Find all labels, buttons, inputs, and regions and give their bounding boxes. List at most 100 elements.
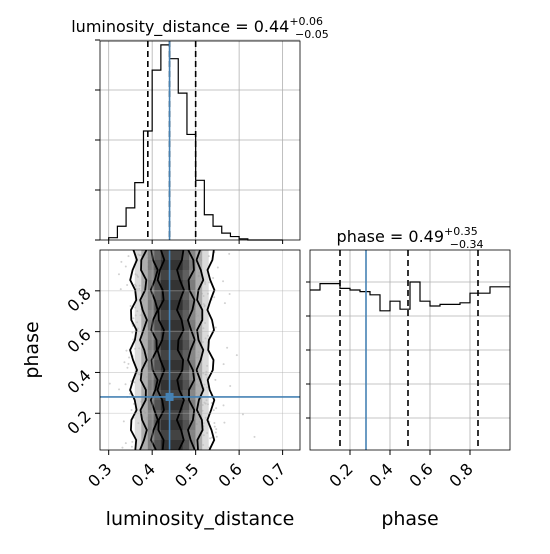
scatter-point	[228, 252, 231, 255]
title-errm-ld: −0.05	[295, 28, 329, 41]
scatter-point	[235, 354, 238, 357]
scatter-point	[130, 445, 133, 448]
scatter-point	[228, 293, 231, 296]
ld-frame	[99, 40, 301, 241]
scatter-point	[210, 436, 213, 439]
scatter-point	[229, 385, 232, 388]
density-row-9	[147, 430, 196, 440]
title-value-ld: 0.44	[254, 17, 290, 36]
scatter-point	[253, 435, 256, 438]
title-errp-phase: +0.35	[444, 225, 478, 238]
scatter-point	[130, 409, 133, 412]
scatter-point	[126, 366, 129, 369]
scatter-point	[118, 388, 121, 391]
title-value-phase: 0.49	[408, 227, 444, 246]
scatter-point	[131, 440, 134, 443]
scatter-point	[212, 276, 215, 279]
scatter-point	[124, 265, 127, 268]
density-row-5	[147, 350, 196, 360]
scatter-point	[129, 392, 132, 395]
density-row-3	[147, 310, 196, 320]
scatter-point	[132, 317, 135, 320]
joint-density-panel: 0.3 0.4 0.5 0.6 0.7 0.2 0.4 0.6 0.8	[63, 249, 301, 491]
density-row-8	[147, 410, 196, 420]
phase-title: phase = 0.49+0.35 −0.34	[337, 225, 484, 251]
x-axis-label-left: luminosity_distance	[106, 508, 295, 530]
title-errm-phase: −0.34	[450, 238, 484, 251]
phase-xtick-label-1: 0.4	[365, 459, 396, 490]
scatter-point	[121, 446, 124, 449]
scatter-point	[124, 442, 127, 445]
joint-xtick-label-3: 0.6	[215, 459, 246, 490]
scatter-point	[213, 422, 216, 425]
scatter-point	[129, 305, 132, 308]
scatter-point	[222, 404, 225, 407]
density-row-1	[147, 270, 196, 280]
scatter-point	[214, 326, 217, 329]
scatter-point	[119, 288, 122, 291]
density-row-4	[147, 330, 196, 340]
joint-xtick-label-2: 0.5	[171, 459, 202, 490]
scatter-point	[130, 380, 133, 383]
scatter-point	[108, 382, 111, 385]
scatter-point	[223, 421, 226, 424]
ld-histogram-step	[108, 44, 283, 241]
phase-histogram-step	[310, 281, 510, 312]
scatter-point	[209, 437, 212, 440]
scatter-point	[215, 407, 218, 410]
contour-line-3-0	[156, 250, 166, 450]
joint-frame	[99, 249, 301, 451]
scatter-point	[214, 431, 217, 434]
joint-ytick-label-3: 0.8	[63, 284, 94, 315]
phase-xtick-label-0: 0.2	[325, 459, 356, 490]
phase-histogram-panel: 0.2 0.4 0.6 0.8	[306, 249, 511, 491]
contour-line-0-0	[129, 250, 138, 450]
scatter-point	[222, 280, 225, 283]
title-param-ld: luminosity_distance	[71, 17, 230, 37]
scatter-point	[127, 362, 130, 365]
title-param-phase: phase	[337, 227, 385, 246]
luminosity-distance-histogram-panel	[95, 39, 301, 244]
scatter-point	[123, 361, 126, 364]
scatter-point	[132, 338, 135, 341]
scatter-point	[120, 260, 123, 263]
y-axis-label-left: phase	[21, 321, 43, 378]
scatter-point	[216, 266, 219, 269]
scatter-point	[124, 383, 127, 386]
contour-line-1-1	[195, 250, 205, 450]
scatter-point	[125, 349, 128, 352]
title-errp-ld: +0.06	[289, 15, 323, 28]
phase-xtick-label-3: 0.8	[445, 459, 476, 490]
joint-xtick-label-0: 0.3	[84, 459, 115, 490]
phase-xtick-label-2: 0.6	[405, 459, 436, 490]
density-row-6	[147, 370, 196, 380]
scatter-point	[213, 296, 216, 299]
scatter-point	[226, 346, 229, 349]
joint-xtick-label-1: 0.4	[128, 459, 159, 490]
scatter-point	[241, 413, 244, 416]
scatter-point	[213, 425, 216, 428]
density-row-2	[147, 290, 196, 300]
joint-xtick-label-4: 0.7	[258, 459, 289, 490]
scatter-point	[215, 428, 218, 431]
contour-line-1-0	[139, 250, 148, 450]
joint-density-content	[97, 250, 256, 450]
scatter-point	[223, 302, 226, 305]
scatter-point	[122, 420, 125, 423]
phase-frame	[309, 249, 511, 451]
scatter-point	[117, 273, 120, 276]
scatter-point	[97, 432, 99, 434]
luminosity-distance-title: luminosity_distance = 0.44+0.06 −0.05	[71, 15, 329, 41]
scatter-point	[212, 409, 215, 412]
scatter-point	[215, 435, 218, 438]
x-axis-label-right: phase	[381, 508, 438, 530]
joint-ytick-label-1: 0.4	[63, 366, 94, 397]
contour-line-0-1	[206, 250, 216, 450]
scatter-point	[214, 378, 217, 381]
scatter-point	[128, 356, 131, 359]
density-row-0	[147, 250, 196, 260]
joint-truth-marker	[165, 392, 174, 401]
joint-ytick-label-0: 0.2	[63, 407, 94, 438]
